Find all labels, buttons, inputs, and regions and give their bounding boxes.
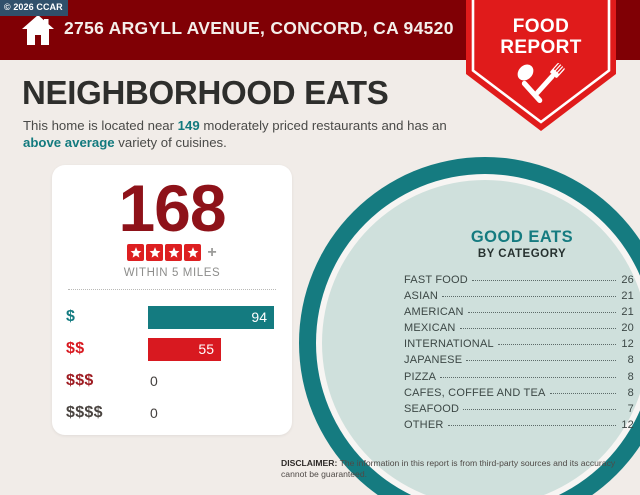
category-count: 8 [627,370,634,383]
price-tier-bar: 94 [148,305,274,329]
page-title: NEIGHBORHOOD EATS [22,74,389,111]
price-tier-label: $ [66,308,76,325]
category-row: OTHER 12 [404,419,634,435]
category-count: 8 [627,386,634,399]
category-row: ASIAN 21 [404,290,634,306]
category-count: 21 [621,290,634,303]
subtitle-restaurant-count: 149 [177,118,200,133]
category-count: 12 [621,338,634,351]
category-row: INTERNATIONAL 12 [404,338,634,354]
teal-circle-inner [322,180,640,495]
good-eats-panel: GOOD EATS BY CATEGORY FAST FOOD 26 ASIAN 21… [404,228,640,435]
price-tier-row: $$$ 0 [52,365,292,397]
star-plus-label: + [207,243,217,261]
category-row: CAFES, COFFEE AND TEA 8 [404,387,634,403]
restaurant-count-card: 168 + WITHIN 5 MILES $94 $$ 55 $$$ 0 $$$$ 0 [52,165,292,435]
category-count: 26 [621,274,634,286]
category-name: PIZZA [404,370,437,383]
category-name: INTERNATIONAL [404,338,494,351]
category-name: JAPANESE [404,354,463,367]
category-count: 12 [621,418,634,431]
category-dot-leader [466,360,616,362]
category-row: JAPANESE 8 [404,354,634,370]
category-dot-leader [467,312,616,314]
price-tier-row: $$$$ 0 [52,397,292,429]
price-tier-label: $$$ [66,372,94,389]
category-dot-leader [442,296,616,298]
star-icon [184,244,202,261]
good-eats-subtitle: BY CATEGORY [477,248,567,260]
category-dot-leader [471,280,616,281]
category-count: 21 [621,306,634,319]
category-dot-leader [497,344,616,346]
category-row: PIZZA 8 [404,371,634,387]
category-row: AMERICAN 21 [404,306,634,322]
category-dot-leader [549,392,616,394]
category-name: OTHER [404,418,444,431]
copyright-badge: © 2026 CCAR [0,0,68,16]
good-eats-title: GOOD EATS [470,228,574,246]
category-count: 7 [627,402,634,415]
price-tier-row: $94 [52,301,292,333]
radius-label: WITHIN 5 MILES [123,267,221,279]
star-icon [146,244,164,261]
category-name: ASIAN [404,290,439,303]
price-tier-chart: $94 $$ 55 $$$ 0 $$$$ 0 [52,301,292,429]
price-tier-value: 0 [150,373,158,389]
category-dot-leader [463,408,616,410]
price-tier-label: $$ [66,340,85,357]
category-dot-leader [459,328,616,330]
star-icon [165,244,183,261]
category-list: FAST FOOD 26 ASIAN 21 AMERICAN 21 MEXICAN 20 INT… [404,274,640,435]
star-rating: + [52,244,292,261]
price-tier-bar: 55 [148,337,221,361]
category-count: 20 [621,322,634,335]
disclaimer: DISCLAIMER: The information in this repo… [281,458,633,480]
card-divider [68,289,276,290]
disclaimer-text: The information in this report is from t… [281,458,616,479]
badge-shape-icon [466,0,616,131]
category-row: FAST FOOD 26 [404,274,634,290]
category-name: SEAFOOD [404,402,460,415]
category-dot-leader [447,424,616,426]
disclaimer-label: DISCLAIMER: [281,458,338,468]
category-name: FAST FOOD [404,274,468,286]
category-dot-leader [440,376,616,378]
category-name: CAFES, COFFEE AND TEA [404,386,546,399]
category-count: 8 [627,354,634,367]
property-address: 2756 ARGYLL AVENUE, CONCORD, CA 94520 [64,18,454,38]
subtitle-part2: moderately priced restaurants and has an [199,118,447,133]
page-subtitle: This home is located near 149 moderately… [23,117,453,151]
category-name: AMERICAN [404,306,464,319]
price-tier-label: $$$$ [66,404,103,421]
star-icon [127,244,145,261]
price-tier-value: 0 [150,405,158,421]
home-icon [21,14,55,46]
restaurant-total-count: 168 [118,171,226,245]
category-row: MEXICAN 20 [404,322,634,338]
category-name: MEXICAN [404,322,456,335]
spoon-fork-icon [513,62,569,106]
category-row: SEAFOOD 7 [404,403,634,419]
subtitle-part3: variety of cuisines. [114,135,227,150]
price-tier-row: $$ 55 [52,333,292,365]
food-report-badge: FOOD REPORT [466,0,616,131]
subtitle-part1: This home is located near [23,118,178,133]
subtitle-variety-rating: above average [23,135,115,150]
